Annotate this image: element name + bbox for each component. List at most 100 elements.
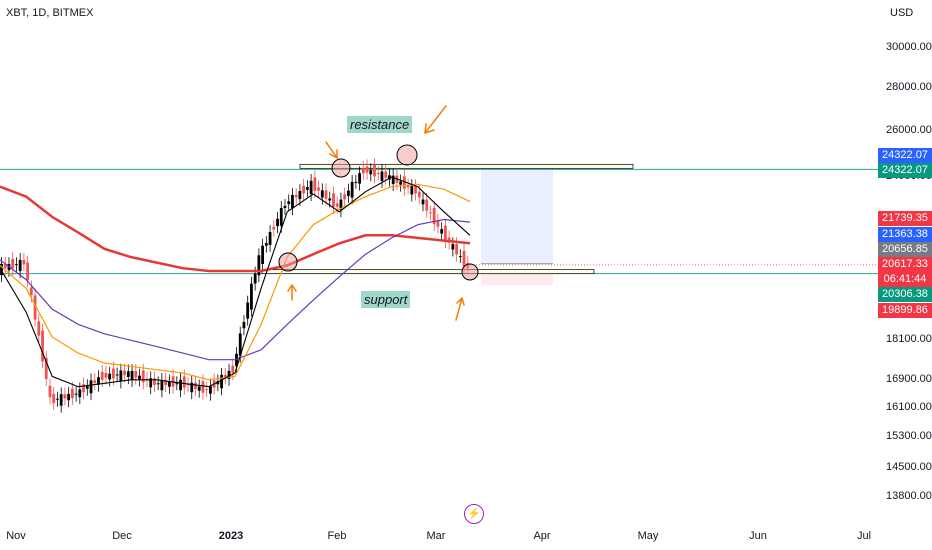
resistance-label: resistance: [347, 116, 413, 133]
candle-body: [339, 199, 343, 211]
price-badge: 19899.86: [878, 303, 932, 318]
candle-body: [186, 384, 190, 386]
candle-body: [320, 190, 324, 198]
candle-body: [421, 199, 425, 205]
candle-body: [235, 353, 238, 367]
candle-body: [309, 180, 313, 195]
candle-body: [11, 258, 15, 269]
candle-body: [138, 375, 141, 380]
price-badge: 24322.07: [878, 163, 932, 178]
candle-body: [451, 244, 455, 250]
candle-body: [231, 365, 235, 374]
candle-body: [41, 330, 44, 362]
position-zones: [481, 169, 553, 286]
candle-body: [350, 181, 354, 198]
candle-body: [89, 380, 93, 394]
support-box: [261, 269, 595, 275]
candle-body: [313, 177, 317, 191]
lightning-icon[interactable]: ⚡: [464, 504, 484, 524]
time-tick-label: May: [637, 530, 659, 542]
candle-body: [18, 259, 22, 272]
candle-body: [391, 175, 395, 185]
candle-body: [443, 225, 447, 242]
ema_200-line: [0, 185, 471, 273]
candle-body: [208, 385, 212, 394]
candle-body: [3, 263, 7, 269]
candle-body: [227, 370, 231, 379]
candle-body: [332, 193, 335, 207]
time-tick-label: Apr: [533, 530, 551, 542]
candle-body: [190, 382, 194, 393]
candle-body: [298, 191, 302, 200]
candle-body: [376, 172, 380, 174]
candle-body: [246, 302, 250, 319]
candle-body: [44, 357, 48, 379]
candle-body: [429, 212, 432, 214]
candle-body: [97, 377, 100, 385]
candle-body: [354, 181, 358, 183]
candle-body: [78, 389, 82, 398]
candle-body: [458, 256, 462, 258]
symbol-title: XBT, 1D, BITMEX: [6, 7, 94, 19]
candle-body: [123, 370, 126, 376]
orange-arrow: [455, 297, 465, 321]
candle-body: [406, 185, 410, 188]
candle-body: [130, 371, 134, 381]
candle-body: [74, 393, 78, 395]
candle-body: [37, 321, 41, 336]
price-badge: 24322.07: [878, 148, 932, 163]
time-tick-label: 2023: [218, 530, 244, 542]
candle-body: [436, 220, 440, 227]
resistance-touch-circle: [331, 158, 351, 178]
price-tick-label: 28000.00: [886, 80, 932, 93]
price-tick-label: 14500.00: [886, 461, 932, 474]
support-touch-circle: [278, 252, 298, 272]
candle-body: [242, 322, 246, 329]
candle-body: [52, 393, 56, 404]
candle-body: [216, 381, 220, 385]
candle-body: [119, 370, 123, 382]
moving-averages: [0, 176, 471, 388]
candle-body: [156, 383, 160, 385]
price-tick-label: 30000.00: [886, 41, 932, 53]
candle-body: [287, 201, 291, 205]
candle-body: [197, 386, 201, 391]
candle-body: [175, 383, 179, 385]
candle-body: [414, 186, 417, 194]
candle-body: [141, 370, 145, 383]
candle-body: [294, 194, 298, 198]
price-tick-label: 16100.00: [886, 400, 932, 413]
ema_slow-line: [0, 218, 471, 361]
orange-arrow: [424, 105, 447, 134]
time-tick-label: Mar: [426, 530, 446, 542]
price-tick-label: 18100.00: [886, 333, 932, 346]
time-tick-label: Nov: [6, 530, 26, 542]
candle-body: [22, 259, 26, 265]
candle-body: [455, 244, 458, 255]
ema_fast-line: [0, 176, 471, 388]
candle-body: [164, 379, 168, 385]
candle-body: [399, 181, 403, 185]
candle-body: [70, 388, 74, 399]
candle-body: [335, 203, 339, 207]
candle-body: [347, 190, 350, 196]
price-badge: 21363.38: [878, 227, 932, 242]
candle-body: [48, 385, 52, 398]
candle-body: [257, 255, 261, 276]
candle-body: [328, 198, 332, 201]
candle-body: [440, 229, 444, 234]
candle-body: [201, 381, 205, 393]
candle-body: [26, 262, 30, 281]
candle-body: [0, 263, 3, 276]
price-tick-label: 13800.00: [886, 490, 932, 502]
candle-body: [402, 176, 406, 189]
candle-body: [279, 207, 283, 226]
candle-body: [283, 205, 287, 208]
candle-body: [361, 168, 365, 174]
candle-body: [33, 295, 37, 320]
hand-drawn-marks: [278, 105, 479, 321]
candle-body: [358, 173, 361, 184]
candle-body: [149, 378, 153, 388]
candle-body: [384, 171, 388, 178]
